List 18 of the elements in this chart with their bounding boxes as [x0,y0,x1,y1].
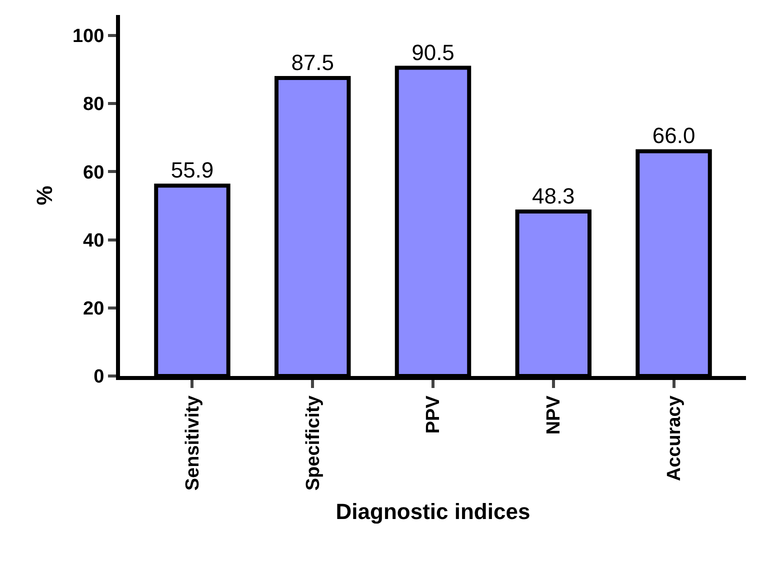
x-tick-label: Accuracy [664,395,685,482]
y-tick-label: 20 [83,298,104,320]
x-tick-label: NPV [544,395,565,435]
x-tick-label: PPV [423,395,444,434]
y-axis-title: % [32,186,57,206]
data-label: 90.5 [412,40,454,65]
y-tick-label: 0 [94,366,104,388]
y-tick-label: 60 [83,162,104,184]
y-tick-label: 40 [83,230,104,252]
y-tick-label: 80 [83,94,104,116]
data-label: 48.3 [532,184,575,209]
data-label: 66.0 [652,123,696,148]
x-tick-label: Specificity [302,395,324,491]
x-axis-title: Diagnostic indices [336,499,530,524]
data-label: 55.9 [170,158,214,183]
x-tick-label: Sensitivity [182,395,204,491]
data-label: 87.5 [291,50,334,75]
y-tick-label: 100 [72,26,104,48]
